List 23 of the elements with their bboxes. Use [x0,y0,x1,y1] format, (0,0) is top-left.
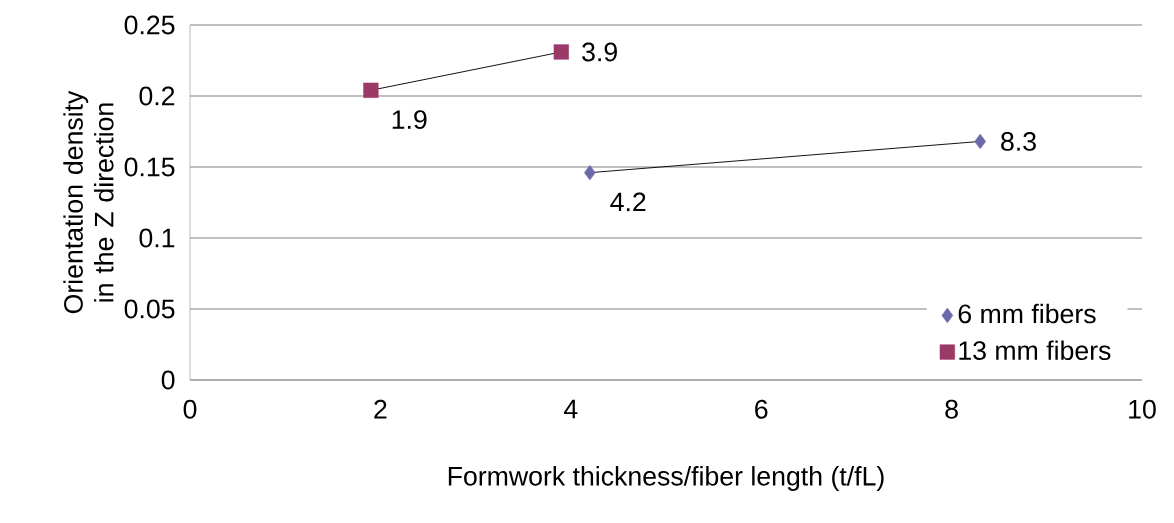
x-tick-label: 6 [755,399,768,419]
x-tick-label: 2 [374,399,387,419]
y-tick-label: 0.2 [139,86,175,106]
annotation: 4.2 [610,192,646,212]
y-axis-title: Orientation density in the Z direction [63,90,114,314]
annotation: 1.9 [392,110,427,129]
point [553,44,569,60]
point [363,82,379,98]
x-tick-label: 8 [945,399,958,419]
legend-label: 6 mm fibers [958,303,1096,324]
annotation: 8.3 [1001,132,1036,151]
x-tick-label: 4 [564,399,578,419]
legend-label: 13 mm fibers [959,340,1111,360]
y-tick-label: 0.1 [139,228,175,248]
x-axis-title: Formwork thickness/fiber length (t/fL) [448,466,884,491]
y-tick-label: 0.15 [124,157,175,177]
x-tick-label: 10 [1129,399,1156,419]
annotation: 3.9 [582,42,617,62]
y-tick-label: 0 [161,370,175,390]
point [584,165,596,181]
y-tick-label: 0.25 [124,15,175,35]
x-tick-label: 0 [183,399,197,419]
y-tick-label: 0.05 [124,299,175,319]
